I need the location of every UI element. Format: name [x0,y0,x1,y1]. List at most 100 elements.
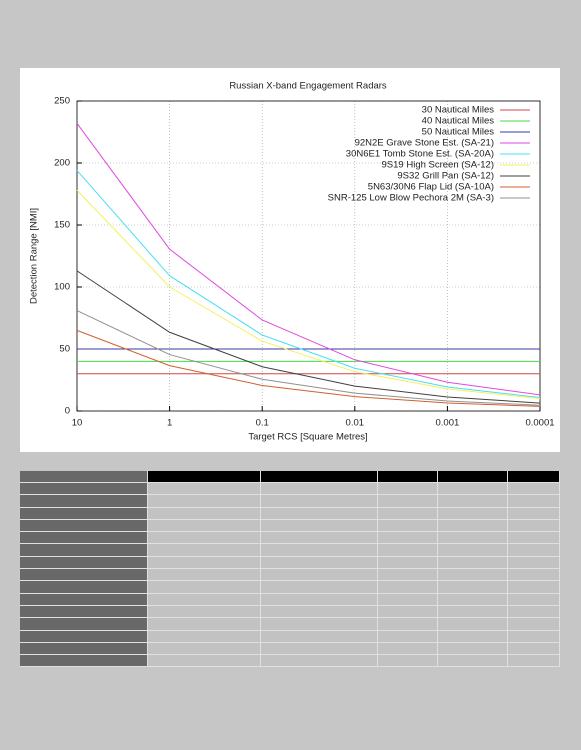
table-cell [261,471,378,483]
table-cell [508,581,560,594]
table-row [20,507,560,520]
table-cell [20,593,148,606]
table-cell [148,630,261,643]
table-cell [438,544,508,557]
table-cell [508,544,560,557]
x-tick-label: 0.01 [346,418,365,429]
table-cell [438,593,508,606]
x-tick-label: 0.1 [256,418,269,429]
y-tick-label: 250 [54,96,70,107]
table-cell [148,507,261,520]
table-cell [438,507,508,520]
table-cell [20,471,148,483]
legend-label: 9S32 Grill Pan (SA-12) [397,171,494,182]
table-cell [378,642,438,656]
x-tick-label: 0.001 [436,418,460,429]
table-cell [508,630,560,643]
series-line [76,123,541,396]
table-cell [508,519,560,533]
table-cell [508,618,560,631]
x-tick-label: 1 [167,418,172,429]
table-cell [148,593,261,606]
table-cell [148,642,261,656]
y-tick-label: 100 [54,282,70,293]
table-cell [148,519,261,533]
table-cell [508,605,560,619]
table-cell [508,655,560,668]
table-cell [148,483,261,496]
table-cell [148,556,261,570]
table-row [20,581,560,594]
table-row [20,630,560,643]
chart: Russian X-band Engagement Radars Target … [20,68,560,452]
table-cell [378,618,438,631]
table-cell [261,642,378,656]
table-cell [261,483,378,496]
table-cell [20,655,148,668]
table-cell [378,507,438,520]
series-line [76,329,541,407]
legend-label: 92N2E Grave Stone Est. (SA-21) [355,138,494,149]
table-cell [20,618,148,631]
table-row [20,495,560,508]
x-tick-label: 10 [72,418,83,429]
table-cell [261,495,378,508]
table-cell [148,495,261,508]
table-row [20,471,560,483]
table-cell [508,593,560,606]
table-row [20,605,560,619]
table-cell [20,519,148,533]
table-cell [20,532,148,545]
table-cell [20,483,148,496]
legend-label: 30N6E1 Tomb Stone Est. (SA-20A) [346,149,494,160]
table-cell [508,483,560,496]
table-cell [438,532,508,545]
table-row [20,532,560,545]
y-tick-label: 200 [54,158,70,169]
y-axis-label: Detection Range [NMI] [29,208,40,304]
y-tick-label: 50 [59,344,70,355]
table-cell [508,569,560,582]
legend-label: 30 Nautical Miles [422,105,495,116]
table-cell [438,556,508,570]
table-cell [261,593,378,606]
table-row [20,544,560,557]
table-cell [378,569,438,582]
table-cell [261,630,378,643]
table-cell [378,581,438,594]
legend-label: 9S19 High Screen (SA-12) [382,160,494,171]
table-cell [20,569,148,582]
table-cell [20,544,148,557]
legend-label: 40 Nautical Miles [422,116,495,127]
table-cell [20,630,148,643]
table-cell [378,556,438,570]
table-cell [148,581,261,594]
table-cell [261,507,378,520]
table-cell [378,655,438,668]
table-cell [438,618,508,631]
table-cell [20,495,148,508]
table-cell [261,605,378,619]
table-row [20,483,560,496]
table-cell [148,618,261,631]
table-row [20,569,560,582]
table [20,471,560,668]
table-cell [20,605,148,619]
table-cell [378,605,438,619]
table-cell [438,655,508,668]
table-row [20,618,560,631]
table-cell [20,507,148,520]
table-cell [438,519,508,533]
table-cell [378,593,438,606]
table-cell [20,642,148,656]
table-cell [438,471,508,483]
table-row [20,519,560,533]
legend-label: SNR-125 Low Blow Pechora 2M (SA-3) [328,193,494,204]
table-cell [261,569,378,582]
table-cell [508,507,560,520]
table-cell [261,581,378,594]
table-row [20,593,560,606]
table-cell [438,630,508,643]
x-axis-label: Target RCS [Square Metres] [248,432,367,443]
chart-title: Russian X-band Engagement Radars [229,81,387,92]
